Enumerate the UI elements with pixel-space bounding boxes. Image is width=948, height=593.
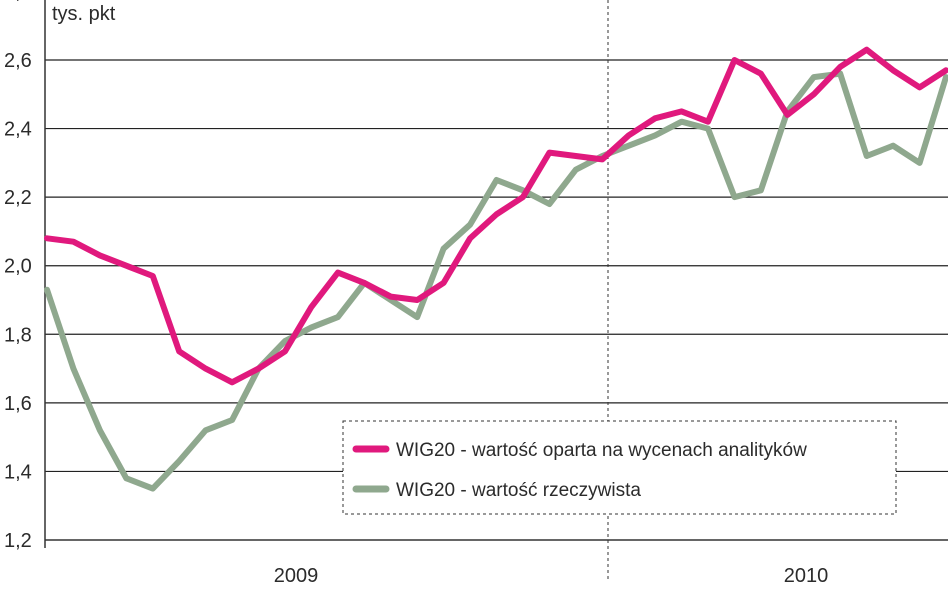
x-tick-label-2009: 2009 bbox=[274, 565, 319, 587]
legend-box bbox=[342, 420, 897, 515]
legend-label-analysts: WIG20 - wartość oparta na wycenach anali… bbox=[396, 440, 807, 461]
y-tick-label: 2,4 bbox=[4, 119, 32, 141]
series-line-actual bbox=[44, 70, 948, 492]
x-tick-label-2010: 2010 bbox=[784, 565, 829, 587]
legend: WIG20 - wartość oparta na wycenach anali… bbox=[342, 420, 897, 515]
y-tick-label: 2,6 bbox=[4, 50, 32, 72]
y-tick-label: 1,2 bbox=[4, 530, 32, 552]
y-tick-label: 1,4 bbox=[4, 461, 32, 483]
y-axis-ticks: 1,2 1,4 1,6 1,8 2,0 2,2 2,4 2,6 2,8 bbox=[4, 0, 32, 552]
y-tick-label: 2,8 bbox=[4, 0, 32, 3]
y-tick-label: 2,0 bbox=[4, 256, 32, 278]
y-tick-label: 1,6 bbox=[4, 393, 32, 415]
series-group bbox=[44, 46, 948, 492]
legend-label-actual: WIG20 - wartość rzeczywista bbox=[396, 480, 641, 501]
y-tick-label: 2,2 bbox=[4, 187, 32, 209]
y-axis-unit-label: tys. pkt bbox=[52, 3, 116, 25]
gridlines bbox=[45, 59, 948, 473]
y-tick-label: 1,8 bbox=[4, 324, 32, 346]
series-line-analysts bbox=[44, 46, 948, 386]
